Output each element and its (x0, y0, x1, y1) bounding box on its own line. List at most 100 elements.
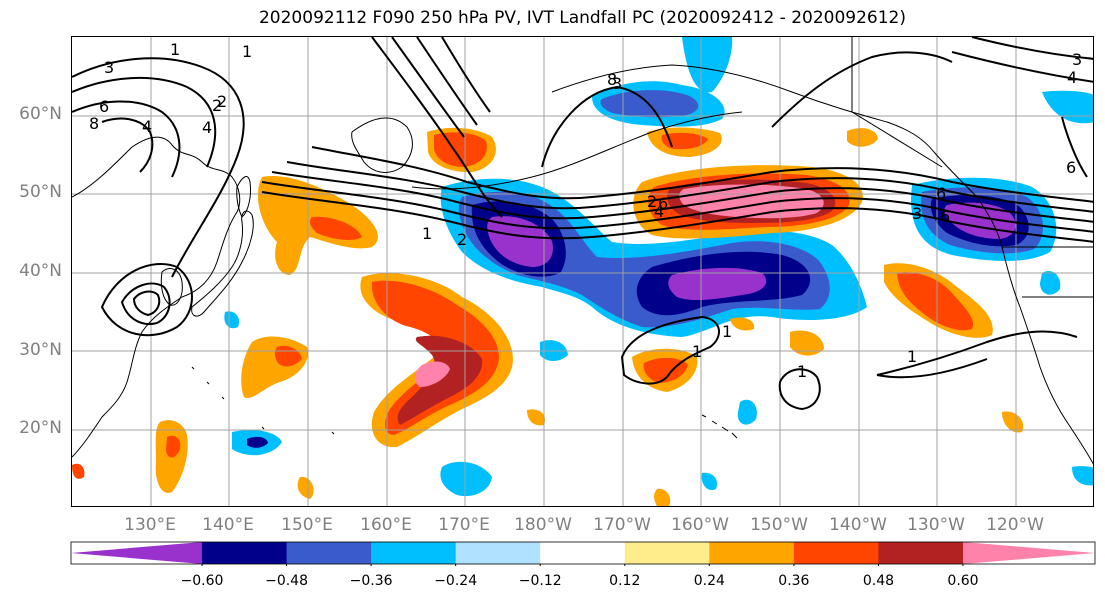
contour-cutoff-2 (778, 368, 821, 411)
contour-label: 2 (212, 96, 222, 115)
contour-ridge-e (771, 51, 953, 128)
contour-label: 3 (612, 74, 622, 93)
colorbar-tick-label: −0.36 (349, 573, 393, 589)
lon-label: 170°W (593, 515, 651, 535)
colorbar-tick-label: −0.24 (434, 573, 478, 589)
pos-anomaly-s-small2 (790, 330, 824, 356)
contour-label: 2 (457, 230, 467, 249)
colorbar-tick-label: 0.60 (947, 573, 979, 589)
ivt-shading (72, 37, 1093, 506)
lat-label-50n: 50°N (19, 182, 62, 202)
contour-alaska-ridge (541, 85, 673, 168)
neg-anomaly-s1-core (247, 436, 268, 448)
neg-anomaly-s2 (440, 461, 492, 497)
lon-label: 150°W (750, 515, 808, 535)
map-title: 2020092112 F090 250 hPa PV, IVT Landfall… (258, 8, 906, 28)
contour-label: 6 (1066, 158, 1076, 177)
contour-nw-loop-2 (72, 76, 217, 168)
colorbar-segment (963, 542, 1095, 564)
pos-anomaly-japan-n-red (309, 216, 362, 240)
pos-anomaly-main-s-pink (414, 361, 450, 387)
na-border-lines (851, 37, 1093, 298)
contour-label: 3 (1072, 50, 1082, 69)
neg-anomaly-alaska-top (682, 37, 733, 93)
colorbar-tick-label: 0.12 (609, 573, 641, 589)
korea-coast (160, 268, 183, 306)
contour-label: 1 (692, 342, 702, 361)
contour-nw-loop-4 (101, 117, 154, 173)
contour-label: 1 (242, 42, 252, 61)
contour-label: 1 (170, 40, 180, 59)
pos-anomaly-w-edge (72, 463, 85, 479)
contour-low-japan-inner (120, 282, 171, 325)
hawaii-islands (701, 414, 738, 439)
graticule (72, 37, 1093, 506)
contour-trough-4 (441, 37, 491, 113)
coastlines (72, 37, 1093, 465)
colorbar-segment (202, 542, 288, 564)
neg-anomaly-s4 (737, 399, 757, 425)
japan-coast (191, 210, 254, 317)
pos-anomaly-ne-pac-red (897, 272, 974, 331)
contour-label: 4 (202, 118, 212, 137)
colorbar (70, 541, 1096, 566)
alaska-coast (551, 64, 978, 198)
map-panel: 1 2 3 4 6 8 1 2 3 4 6 8 1 2 1 1 1 3 4 6 … (71, 36, 1094, 507)
contour-jet-6 (311, 146, 1093, 203)
contour-label: 8 (89, 114, 99, 133)
lon-label: 160°W (671, 515, 729, 535)
colorbar-tick-label: 0.48 (862, 573, 895, 589)
contour-ne-1 (971, 37, 1093, 60)
contour-label: 1 (422, 224, 432, 243)
kamchatka-coast (351, 117, 413, 173)
contour-trough-3 (416, 37, 478, 126)
contour-label: 2 (217, 92, 227, 111)
lon-label: 160°E (360, 515, 412, 535)
contour-jet-1 (261, 191, 1093, 243)
lon-label: 140°W (829, 515, 887, 535)
aleutians (411, 111, 743, 190)
colorbar-segment (878, 542, 964, 564)
neg-anomaly-s7 (224, 311, 240, 329)
pos-anomaly-s-small5 (297, 476, 314, 499)
contour-low-japan (100, 262, 193, 337)
colorbar-segment (540, 542, 626, 564)
contour-label: 2 (647, 192, 657, 211)
contour-trough-2 (391, 37, 465, 138)
pacific-islands (191, 366, 335, 435)
contour-label: 3 (104, 58, 114, 77)
contour-label: 6 (99, 97, 109, 116)
lon-label: 150°E (281, 515, 333, 535)
pos-anomaly-hawaii-n-red (643, 357, 688, 383)
neg-anomaly-s5 (1040, 270, 1061, 295)
colorbar-ticks (201, 564, 964, 566)
colorbar-segment (793, 542, 879, 564)
sakhalin-coast (236, 176, 251, 218)
pos-anomaly-s-small6 (654, 488, 671, 506)
neg-anomaly-core-west-purple (487, 216, 553, 267)
lat-label-60n: 60°N (19, 104, 62, 124)
neg-anomaly-s8 (701, 472, 718, 491)
contour-label: 6 (936, 184, 946, 203)
neg-anomaly-ne-corner (1042, 90, 1093, 124)
contour-east-1 (876, 330, 1078, 376)
pos-anomaly-goa (847, 128, 878, 147)
contour-jet-3 (271, 171, 1093, 223)
pos-anomaly-sw-red (166, 435, 181, 458)
lon-label: 120°W (986, 515, 1044, 535)
pos-anomaly-bering-red (661, 132, 708, 150)
contour-ne-3 (1061, 116, 1088, 178)
contour-label: 1 (722, 322, 732, 341)
lat-label-40n: 40°N (19, 261, 62, 281)
pv-contours (72, 37, 1093, 411)
colorbar-segment (286, 542, 372, 564)
neg-anomaly-s6 (1072, 466, 1093, 486)
lat-label-30n: 30°N (19, 340, 62, 360)
contour-nw-loop-3 (72, 100, 181, 178)
contour-label: 1 (797, 362, 807, 381)
lon-label: 140°E (202, 515, 254, 535)
colorbar-segment (455, 542, 541, 564)
colorbar-outline (70, 541, 1096, 565)
colorbar-segment (371, 542, 457, 564)
neg-anomaly-core-east-purple (668, 267, 767, 301)
